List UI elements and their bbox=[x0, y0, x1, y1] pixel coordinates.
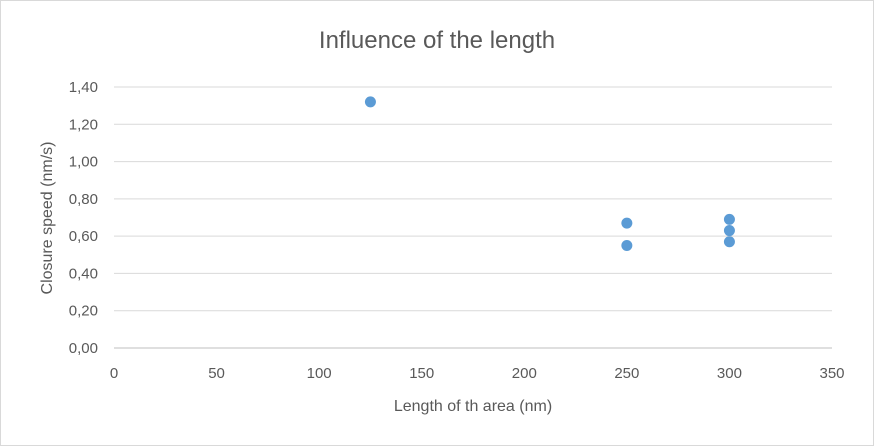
x-tick-label: 100 bbox=[307, 365, 332, 382]
x-tick-label: 0 bbox=[110, 365, 118, 382]
data-point-2 bbox=[621, 239, 633, 251]
x-axis-label: Length of th area (nm) bbox=[394, 398, 552, 415]
y-tick-label: 1,40 bbox=[69, 79, 98, 96]
data-point-1 bbox=[621, 217, 633, 229]
y-tick-label: 0,80 bbox=[69, 191, 98, 208]
y-axis-label: Closure speed (nm/s) bbox=[39, 142, 56, 295]
data-points bbox=[364, 96, 735, 251]
chart-title: Influence of the length bbox=[319, 27, 555, 54]
data-point-0 bbox=[364, 96, 376, 108]
y-tick-label: 1,00 bbox=[69, 154, 98, 171]
x-tick-labels: 0 50 100 150 200 250 300 350 bbox=[110, 365, 845, 382]
x-tick-label: 200 bbox=[512, 365, 537, 382]
x-tick-label: 50 bbox=[208, 365, 225, 382]
x-tick-label: 300 bbox=[717, 365, 742, 382]
data-point-3 bbox=[723, 213, 735, 225]
y-tick-label: 0,40 bbox=[69, 265, 98, 282]
data-point-4 bbox=[723, 225, 735, 237]
y-tick-label: 0,20 bbox=[69, 303, 98, 320]
x-tick-label: 150 bbox=[409, 365, 434, 382]
y-tick-label: 0,60 bbox=[69, 228, 98, 245]
y-tick-label: 1,20 bbox=[69, 116, 98, 133]
data-point-5 bbox=[723, 236, 735, 248]
y-tick-label: 0,00 bbox=[69, 340, 98, 357]
x-tick-label: 350 bbox=[819, 365, 844, 382]
x-tick-label: 250 bbox=[614, 365, 639, 382]
y-tick-labels: 0,00 0,20 0,40 0,60 0,80 1,00 1,20 1,40 bbox=[69, 79, 98, 357]
gridlines bbox=[114, 86, 832, 312]
